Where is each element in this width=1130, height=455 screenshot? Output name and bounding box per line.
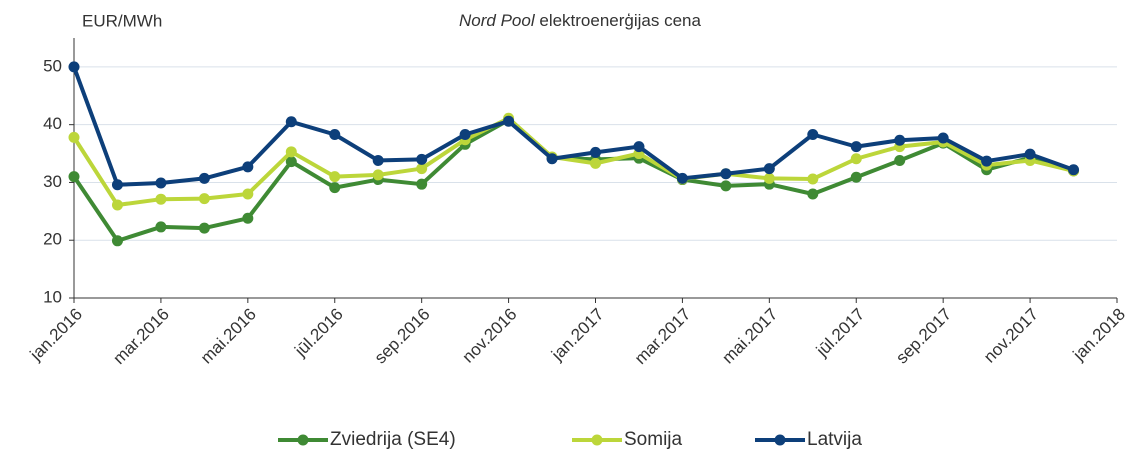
- data-point: [850, 141, 862, 153]
- y-tick-label: 20: [43, 230, 62, 249]
- data-point: [807, 128, 819, 140]
- data-point: [416, 153, 428, 165]
- data-point: [850, 171, 862, 183]
- chart-title: elektroenerģijas cena: [539, 11, 701, 30]
- data-point: [329, 182, 341, 194]
- y-tick-label: 10: [43, 287, 62, 306]
- data-point: [155, 221, 167, 233]
- data-point: [850, 153, 862, 165]
- x-tick-label: mai.2016: [197, 305, 260, 368]
- data-point: [68, 61, 80, 73]
- data-point: [807, 173, 819, 185]
- series-line: [72, 116, 1075, 207]
- data-point: [155, 177, 167, 189]
- legend-label: Somija: [624, 429, 683, 450]
- data-point: [242, 161, 254, 173]
- data-point: [459, 128, 471, 140]
- data-point: [285, 146, 297, 158]
- y-axis-label: EUR/MWh: [82, 11, 162, 30]
- data-point: [198, 222, 210, 234]
- data-point: [329, 128, 341, 140]
- x-tick-label: jūl.2017: [812, 305, 868, 361]
- data-point: [198, 193, 210, 205]
- data-point: [111, 179, 123, 191]
- data-point: [503, 115, 515, 127]
- data-point: [763, 172, 775, 184]
- x-tick-label: sep.2016: [371, 305, 434, 368]
- data-point: [676, 172, 688, 184]
- chart-title-italic: Nord Pool: [459, 11, 536, 30]
- y-tick-label: 40: [43, 114, 62, 133]
- data-point: [329, 171, 341, 183]
- data-point: [894, 134, 906, 146]
- legend-label: Zviedrija (SE4): [330, 429, 456, 450]
- x-tick-label: jan.2016: [26, 305, 86, 365]
- data-point: [68, 131, 80, 143]
- data-point: [894, 154, 906, 166]
- data-point: [807, 188, 819, 200]
- chart-title-wrap: Nord Pool elektroenerģijas cena: [459, 11, 701, 30]
- y-tick-label: 50: [43, 56, 62, 75]
- data-point: [372, 169, 384, 181]
- legend-marker: [591, 434, 603, 446]
- legend-marker: [297, 434, 309, 446]
- data-point: [242, 212, 254, 224]
- x-tick-label: jan.2018: [1069, 305, 1129, 365]
- y-tick-label: 30: [43, 172, 62, 191]
- x-tick-label: jūl.2016: [290, 305, 346, 361]
- data-point: [372, 154, 384, 166]
- data-point: [198, 172, 210, 184]
- x-tick-label: mar.2017: [631, 305, 695, 369]
- series-line: [72, 66, 1075, 187]
- data-point: [981, 155, 993, 167]
- data-point: [416, 178, 428, 190]
- data-point: [720, 168, 732, 180]
- data-point: [68, 171, 80, 183]
- data-point: [720, 180, 732, 192]
- data-point: [111, 235, 123, 247]
- legend-marker: [774, 434, 786, 446]
- x-tick-label: mai.2017: [718, 305, 781, 368]
- x-tick-label: sep.2017: [892, 305, 955, 368]
- data-point: [763, 163, 775, 175]
- data-point: [1068, 164, 1080, 176]
- x-tick-label: nov.2016: [459, 305, 521, 367]
- data-point: [416, 163, 428, 175]
- legend-label: Latvija: [807, 429, 862, 450]
- data-point: [285, 156, 297, 168]
- data-point: [937, 132, 949, 144]
- data-point: [111, 199, 123, 211]
- x-tick-label: nov.2017: [980, 305, 1042, 367]
- data-point: [546, 153, 558, 165]
- data-point: [590, 146, 601, 158]
- x-tick-label: mar.2016: [109, 305, 173, 369]
- data-point: [242, 188, 254, 200]
- data-point: [1024, 148, 1036, 160]
- data-point: [633, 141, 645, 153]
- data-point: [155, 193, 167, 205]
- x-tick-label: jan.2017: [547, 305, 607, 365]
- data-point: [285, 116, 297, 128]
- data-point: [590, 157, 601, 169]
